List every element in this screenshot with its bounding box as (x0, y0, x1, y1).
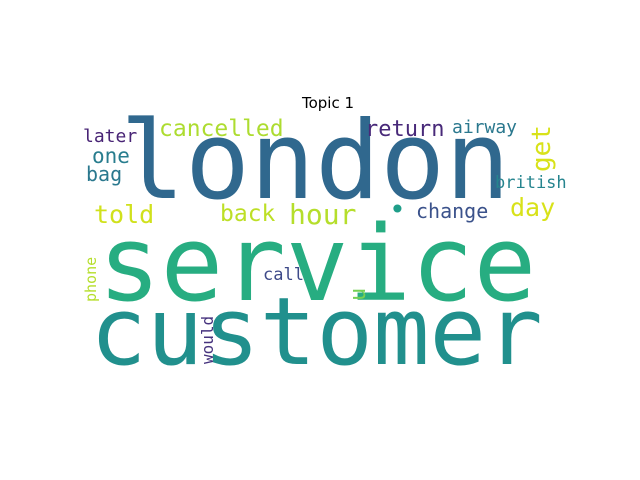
word-change: change (416, 199, 489, 223)
word-british: british (495, 173, 567, 193)
word-told: told (94, 200, 155, 229)
word-back: back (220, 201, 276, 227)
word-dot: • (389, 193, 406, 226)
word-bag: bag (86, 162, 123, 186)
plot-title: Topic 1 (301, 94, 355, 112)
word-london: london (120, 99, 511, 224)
word-u: u (346, 287, 371, 301)
word-service: service (98, 203, 537, 325)
word-call: call (263, 265, 304, 285)
word-day: day (510, 193, 556, 222)
word-later: later (83, 126, 138, 147)
word-cloud: london service customer cancelled return… (80, 108, 576, 380)
word-hour: hour (289, 198, 357, 231)
word-cancelled: cancelled (159, 116, 284, 142)
word-airway: airway (452, 117, 518, 138)
word-phone: phone (82, 256, 100, 302)
word-return: return (365, 117, 445, 142)
word-one: one (92, 144, 130, 168)
word-customer: customer (90, 278, 543, 387)
word-get: get (527, 125, 557, 172)
word-would: would (198, 315, 217, 364)
